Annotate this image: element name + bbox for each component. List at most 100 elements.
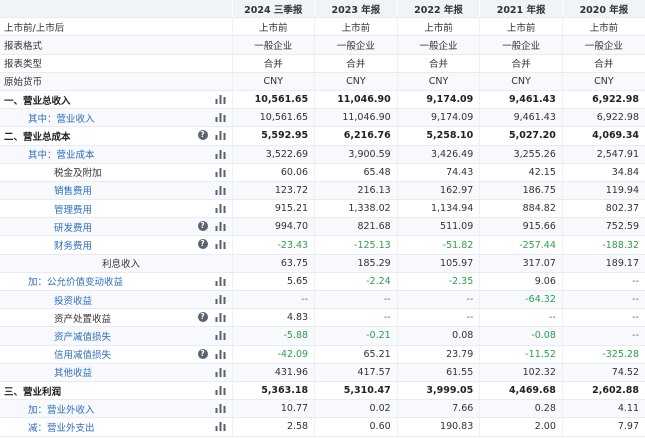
question-circle-icon[interactable]: ?	[197, 312, 208, 323]
year-header-3[interactable]: 2021 年报	[479, 0, 563, 19]
row-label[interactable]: 其他收益	[54, 368, 93, 380]
value-cell: --	[479, 308, 563, 328]
row-label[interactable]: 财务费用	[54, 241, 93, 253]
bar-chart-icon[interactable]	[215, 203, 226, 214]
value-cell: 189.17	[561, 254, 645, 273]
value-cell: 431.96	[231, 363, 315, 382]
bar-chart-icon[interactable]	[215, 167, 226, 177]
value-cell: 一般企业	[561, 35, 645, 55]
table-row: 财务费用? -23.43 -125.13 -51.82 -257.44 -188.32	[0, 235, 645, 255]
row-label[interactable]: 销售费用	[54, 186, 93, 198]
row-label-cell: 信用减值损失?	[0, 345, 232, 364]
bar-chart-icon[interactable]	[215, 349, 226, 359]
value-cell: 7.66	[396, 399, 480, 419]
row-icons	[215, 294, 226, 304]
value-cell: 65.21	[314, 345, 398, 364]
value-cell: 合并	[396, 54, 480, 73]
value-cell: 2.58	[231, 417, 315, 437]
row-label-cell: 财务费用?	[0, 235, 232, 255]
row-label[interactable]: 投资收益	[54, 295, 93, 307]
row-label: 利息收入	[102, 259, 141, 271]
table-row: 减：营业外支出 2.58 0.60 190.83 2.00 7.97	[0, 417, 645, 437]
question-circle-icon[interactable]: ?	[197, 221, 208, 232]
bar-chart-icon[interactable]	[215, 185, 226, 195]
row-icons: ?	[197, 130, 226, 141]
value-cell: 6,922.98	[561, 108, 645, 128]
value-cell: 7.97	[561, 417, 645, 437]
bar-chart-icon[interactable]	[215, 294, 226, 304]
value-cell: 60.06	[231, 163, 315, 182]
row-label-cell: 原始货币	[0, 72, 232, 91]
row-icons	[215, 112, 226, 123]
value-cell: --	[231, 290, 315, 310]
value-cell: 4.11	[561, 399, 645, 419]
row-label[interactable]: 其中：营业收入	[28, 113, 95, 125]
value-cell: 3,522.69	[231, 145, 315, 164]
table-row: 一、营业总收入 10,561.65 11,046.90 9,174.09 9,461.4…	[0, 90, 645, 110]
row-label[interactable]: 加：营业外收入	[28, 404, 95, 416]
year-header-1[interactable]: 2023 年报	[314, 0, 398, 19]
row-label[interactable]: 减：营业外支出	[28, 422, 95, 434]
question-circle-icon[interactable]: ?	[197, 130, 208, 141]
table-row: 二、营业总成本? 5,592.95 6,216.76 5,258.10 5,027.20…	[0, 126, 645, 146]
bar-chart-icon[interactable]	[215, 94, 226, 104]
value-cell: 5,592.95	[231, 126, 315, 146]
row-icons	[215, 276, 226, 286]
bar-chart-icon[interactable]	[215, 239, 226, 250]
table-row: 加：营业外收入 10.77 0.02 7.66 0.28 4.11	[0, 399, 645, 419]
bar-chart-icon[interactable]	[215, 367, 226, 377]
table-header-row: 2024 三季报 2023 年报 2022 年报 2021 年报 2020 年报	[0, 0, 645, 19]
bar-chart-icon[interactable]	[215, 221, 226, 232]
row-label[interactable]: 其中：营业成本	[28, 150, 95, 162]
value-cell: --	[561, 326, 645, 346]
value-cell: 9,461.43	[479, 108, 563, 128]
value-cell: -0.08	[479, 326, 563, 346]
bar-chart-icon[interactable]	[215, 403, 226, 414]
row-icons	[215, 203, 226, 214]
value-cell: -188.32	[561, 235, 645, 255]
value-cell: 10,561.65	[231, 108, 315, 128]
value-cell: 9,174.09	[396, 108, 480, 128]
value-cell: --	[561, 290, 645, 310]
bar-chart-icon[interactable]	[215, 421, 226, 432]
value-cell: 0.28	[479, 399, 563, 419]
year-header-4[interactable]: 2020 年报	[561, 0, 645, 19]
value-cell: CNY	[479, 72, 563, 91]
bar-chart-icon[interactable]	[215, 112, 226, 123]
value-cell: 0.02	[314, 399, 398, 419]
row-label[interactable]: 管理费用	[54, 204, 93, 216]
year-header-0[interactable]: 2024 三季报	[231, 0, 315, 19]
value-cell: 3,900.59	[314, 145, 398, 164]
value-cell: -51.82	[396, 235, 480, 255]
question-circle-icon[interactable]: ?	[197, 348, 208, 359]
table-row: 资产处置收益? 4.83 -- -- -- --	[0, 308, 645, 328]
row-label[interactable]: 加：公允价值变动收益	[28, 277, 124, 289]
row-label-cell: 报表类型	[0, 54, 232, 73]
row-label[interactable]: 研发费用	[54, 222, 93, 234]
row-label[interactable]: 资产减值损失	[54, 331, 112, 343]
bar-chart-icon[interactable]	[215, 130, 226, 141]
value-cell: --	[396, 308, 480, 328]
row-label-cell: 管理费用	[0, 199, 232, 219]
row-label: 税金及附加	[54, 168, 102, 180]
row-label-cell: 销售费用	[0, 181, 232, 201]
value-cell: 511.09	[396, 217, 480, 237]
value-cell: 186.75	[479, 181, 563, 201]
value-cell: -23.43	[231, 235, 315, 255]
value-cell: 一般企业	[396, 35, 480, 55]
bar-chart-icon[interactable]	[215, 330, 226, 341]
table-row: 销售费用 123.72 216.13 162.97 186.75 119.94	[0, 181, 645, 201]
year-header-2[interactable]: 2022 年报	[396, 0, 480, 19]
bar-chart-icon[interactable]	[215, 312, 226, 323]
value-cell: 4,069.34	[561, 126, 645, 146]
bar-chart-icon[interactable]	[215, 276, 226, 286]
value-cell: 317.07	[479, 254, 563, 273]
bar-chart-icon[interactable]	[215, 385, 226, 395]
value-cell: 190.83	[396, 417, 480, 437]
bar-chart-icon[interactable]	[215, 149, 226, 159]
value-cell: 74.52	[561, 363, 645, 382]
value-cell: -42.09	[231, 345, 315, 364]
row-label[interactable]: 信用减值损失	[54, 350, 112, 362]
question-circle-icon[interactable]: ?	[197, 239, 208, 250]
